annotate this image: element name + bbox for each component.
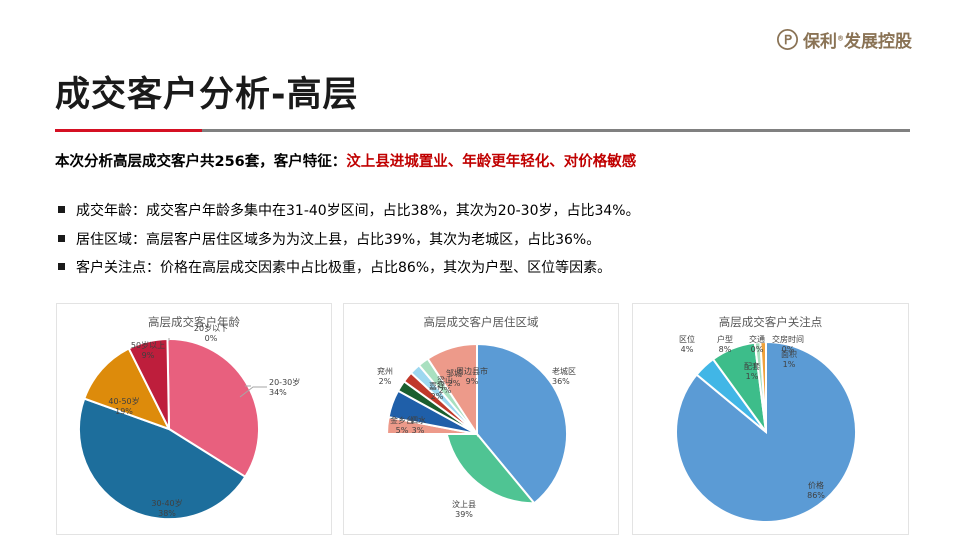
summary-highlight: 汶上县进城置业、年龄更年轻化、对价格敏感 [346,154,637,170]
pie-label-jiage: 价格 86% [807,481,825,500]
page-title: 成交客户分析-高层 [55,75,359,115]
square-bullet-icon [58,263,65,270]
pie-label-huxing: 户型 8% [717,335,733,354]
pie-svg-focus [675,340,858,523]
pie-svg-residence [385,341,568,505]
summary-line: 本次分析高层成交客户共256套，客户特征：汶上县进城置业、年龄更年轻化、对价格敏… [55,150,636,171]
title-divider [55,129,910,132]
pie-label-zhoubianxianshi: 周边县市 9% [456,367,488,386]
pie-label-quwei: 区位 4% [679,335,695,354]
poly-p-logo-icon [777,29,798,50]
chart-card-age: 高层成交客户年龄 20岁以下 0% 20-30岁 34% 30-40岁 38% [56,303,332,535]
brand-suffix: 发展控股 [844,32,912,52]
list-item-text: 成交年龄：成交客户年龄多集中在31-40岁区间，占比38%，其次为20-30岁，… [76,203,640,219]
pie-label-laochengqu: 老城区 36% [552,367,576,386]
chart-card-residence: 高层成交客户居住区域 [343,303,619,535]
pie-chart-focus: 价格 86% 区位 4% 户型 8% 交通 0% 交房时间 0% 面积 1% 配套 1% [633,304,908,534]
brand-logo-text: 保利®发展控股 [803,27,912,52]
pie-label-jiaofangshijian: 交房时间 0% [772,335,804,354]
list-item: 居住区域：高层客户居住区域多为为汶上县，占比39%，其次为老城区，占比36%。 [58,229,640,249]
square-bullet-icon [58,206,65,213]
pie-label-jiaotong: 交通 0% [749,335,765,354]
pie-chart-residence: 老城区 36% 汶上县 39% 泗水 3% 金乡台 5% 嘉祥 2% 梁山 2% 兖州 2% … [344,304,618,534]
pie-label-mianji: 面积 1% [781,350,797,369]
summary-lead: 本次分析高层成交客户共256套，客户特征： [55,154,347,170]
pie-label-sishui: 泗水 3% [410,416,426,435]
title-divider-accent [55,129,202,132]
pie-label-jinxiang: 金乡台 5% [390,416,414,435]
chart-title: 高层成交客户居住区域 [423,315,539,329]
list-item-text: 居住区域：高层客户居住区域多为为汶上县，占比39%，其次为老城区，占比36%。 [76,231,601,248]
bullet-list: 成交年龄：成交客户年龄多集中在31-40岁区间，占比38%，其次为20-30岁，… [58,200,640,286]
pie-svg-age [77,337,267,521]
pie-label-wenshangxian: 汶上县 39% [452,500,476,519]
square-bullet-icon [58,234,65,242]
pie-label-20-30: 20-30岁 34% [269,378,301,397]
brand-logo: 保利®发展控股 [777,27,912,52]
list-item-text: 客户关注点：价格在高层成交因素中占比极重，占比86%，其次为户型、区位等因素。 [76,260,612,276]
pie-chart-age: 20岁以下 0% 20-30岁 34% 30-40岁 38% 40-50岁 19% 50… [57,304,331,534]
pie-label-under20: 20岁以下 0% [193,324,229,343]
chart-title: 高层成交客户年龄 [148,315,240,329]
pie-label-40-50: 40-50岁 19% [108,397,140,416]
pie-label-peitao: 配套 1% [744,362,760,381]
chart-title: 高层成交客户关注点 [718,315,823,329]
pie-label-yanzhou: 兖州 2% [377,367,393,386]
pie-label-zoucheng: 邹城 2% [446,369,462,388]
pie-label-liangshan: 梁山 2% [437,376,453,395]
registered-mark-icon: ® [837,34,844,43]
brand-name: 保利 [803,32,837,52]
chart-card-focus: 高层成交客户关注点 价格 86% 区位 4% 户型 8% [632,303,909,535]
list-item: 客户关注点：价格在高层成交因素中占比极重，占比86%，其次为户型、区位等因素。 [58,257,640,277]
pie-label-jiaxiang: 嘉祥 2% [429,382,445,401]
list-item: 成交年龄：成交客户年龄多集中在31-40岁区间，占比38%，其次为20-30岁，… [58,200,640,220]
pie-label-over50: 50岁以上 9% [130,341,166,360]
pie-label-30-40: 30-40岁 38% [151,499,183,518]
